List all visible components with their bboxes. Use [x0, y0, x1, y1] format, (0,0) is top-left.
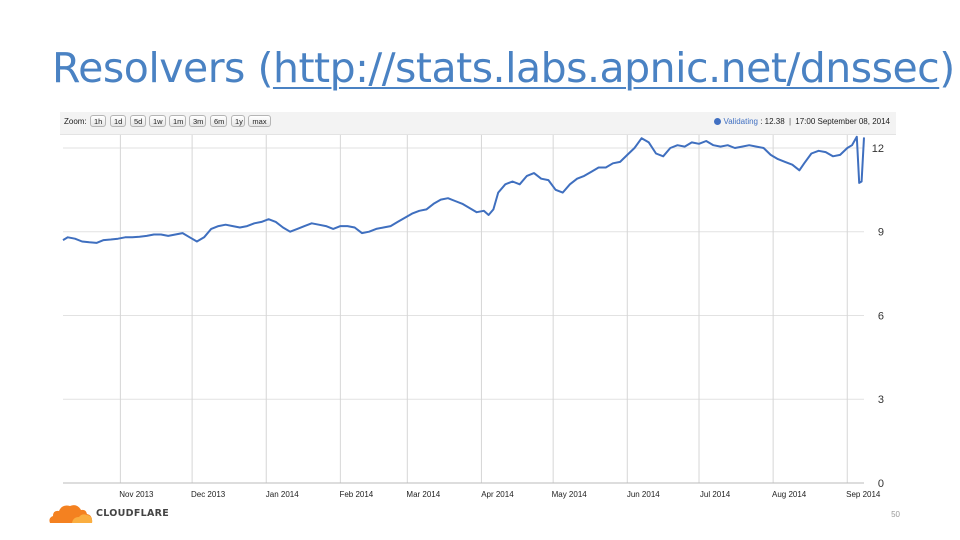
readout-value: : 12.38: [760, 117, 785, 126]
y-tick-label: 0: [878, 478, 884, 490]
x-tick-label: Dec 2013: [191, 490, 226, 499]
title-prefix: Resolvers (: [52, 44, 273, 92]
x-tick-label: Jan 2014: [266, 490, 299, 499]
legend-readout: Validating : 12.38 | 17:00 September 08,…: [714, 117, 890, 126]
readout-separator: |: [788, 117, 792, 126]
y-tick-label: 9: [878, 227, 884, 239]
zoom-button-3m[interactable]: 3m: [189, 115, 206, 127]
x-tick-label: Nov 2013: [119, 490, 154, 499]
x-tick-label: Aug 2014: [772, 490, 807, 499]
zoom-button-1y[interactable]: 1y: [231, 115, 245, 127]
x-tick-label: Jul 2014: [700, 490, 731, 499]
y-tick-label: 3: [878, 394, 884, 406]
readout-time: 17:00 September 08, 2014: [795, 117, 890, 126]
x-tick-label: Apr 2014: [481, 490, 514, 499]
zoom-button-1h[interactable]: 1h: [90, 115, 106, 127]
title-link[interactable]: http://stats.labs.apnic.net/dnssec: [272, 44, 940, 92]
series-line-validating: [62, 135, 865, 244]
zoom-button-5d[interactable]: 5d: [130, 115, 146, 127]
y-tick-label: 12: [872, 143, 884, 155]
zoom-button-max[interactable]: max: [248, 115, 271, 127]
zoom-button-1w[interactable]: 1w: [149, 115, 166, 127]
title-suffix: ): [939, 44, 955, 92]
page-number: 50: [891, 510, 900, 519]
x-tick-label: May 2014: [552, 490, 588, 499]
y-tick-label: 6: [878, 310, 884, 322]
logo-text: CLOUDFLARE: [96, 508, 170, 519]
x-tick-label: Jun 2014: [627, 490, 660, 499]
x-tick-label: Mar 2014: [406, 490, 440, 499]
zoom-button-1m[interactable]: 1m: [169, 115, 186, 127]
zoom-button-1d[interactable]: 1d: [110, 115, 126, 127]
line-chart: 0 3 6 9 12 Nov 2013 Dec 2013 Jan 2014 Feb 2014 Ma…: [62, 134, 884, 499]
chart-panel: 0 3 6 9 12 Nov 2013 Dec 2013 Jan 2014 Feb 2014 Ma…: [60, 112, 896, 504]
zoom-label: Zoom:: [64, 117, 87, 126]
legend-series-name: Validating: [723, 117, 758, 126]
cloudflare-logo: CLOUDFLARE: [46, 500, 176, 528]
x-tick-label: Sep 2014: [846, 490, 881, 499]
zoom-button-6m[interactable]: 6m: [210, 115, 227, 127]
x-tick-label: Feb 2014: [339, 490, 373, 499]
cloud-icon: [49, 505, 93, 523]
plot-area: [63, 134, 864, 483]
series-marker-icon: [714, 118, 722, 125]
slide-title: Resolvers (http://stats.labs.apnic.net/d…: [52, 48, 955, 89]
chart-toolbar: Zoom: 1h 1d 5d 1w 1m 3m 6m 1y max Valida…: [60, 112, 896, 135]
